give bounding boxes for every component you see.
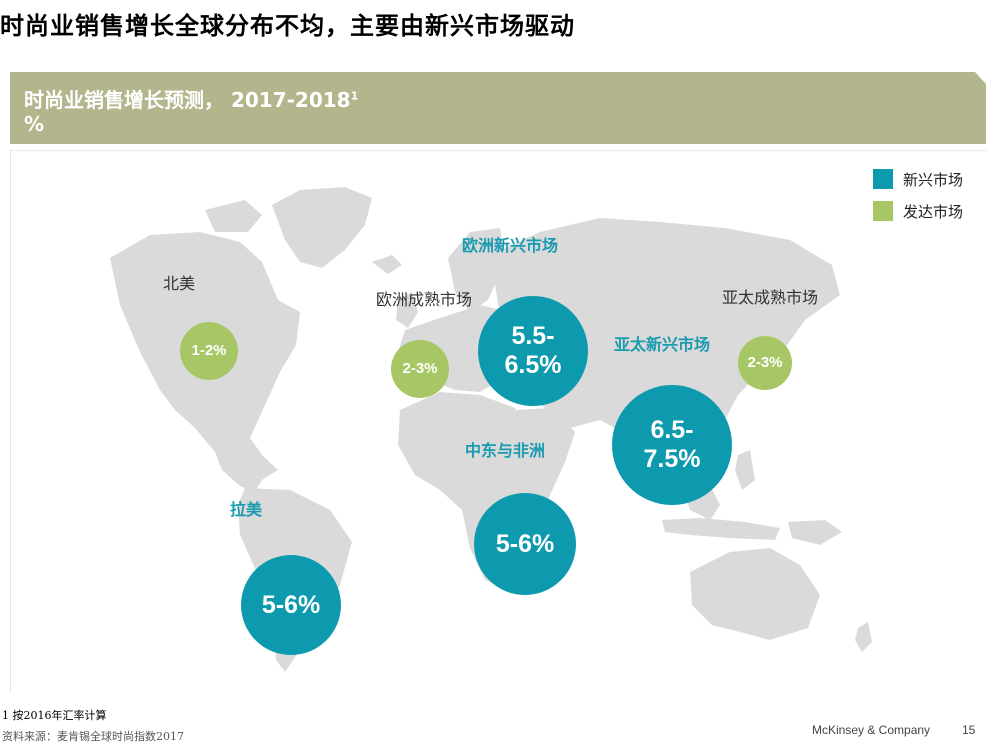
indonesia-shape [662, 518, 780, 540]
panel-header: 时尚业销售增长预测， 2017-20181 % [10, 72, 986, 144]
panel-unit: % [24, 112, 45, 136]
label-mea: 中东与非洲 [465, 441, 546, 460]
label-apac-mature: 亚太成熟市场 [722, 288, 819, 307]
arctic-islands-shape [205, 200, 262, 232]
bubble-apac-emerging-line2: 7.5% [643, 445, 701, 473]
bubble-mea: 5-6% [474, 493, 576, 595]
slide-title: 时尚业销售增长全球分布不均，主要由新兴市场驱动 [0, 11, 575, 40]
page-number: 15 [962, 723, 976, 737]
legend-item-developed: 发达市场 [873, 200, 963, 222]
iceland-shape [372, 255, 402, 274]
label-north-america: 北美 [163, 274, 196, 293]
scandinavia-shape [448, 228, 505, 312]
source-note: 资料来源：麦肯锡全球时尚指数2017 [2, 730, 184, 743]
legend-item-emerging: 新兴市场 [873, 168, 963, 190]
central-america-shape [215, 452, 262, 492]
bubble-europe-emerging: 5.5- 6.5% [478, 296, 588, 406]
bubble-north-america: 1-2% [180, 322, 238, 380]
bubble-europe-emerging-line1: 5.5- [511, 322, 555, 351]
bubble-apac-emerging-line1: 6.5- [650, 416, 694, 445]
australia-shape [690, 548, 820, 640]
new-zealand-shape [855, 622, 872, 652]
legend-swatch-developed [873, 201, 893, 221]
label-latam: 拉美 [230, 500, 263, 519]
philippines-shape [735, 450, 755, 490]
bubble-apac-emerging: 6.5- 7.5% [612, 385, 732, 505]
footnote: 1 按2016年汇率计算 [2, 709, 107, 722]
bubble-latam: 5-6% [241, 555, 341, 655]
map-panel [10, 150, 987, 693]
bubble-apac-mature: 2-3% [738, 336, 792, 390]
panel-title: 时尚业销售增长预测， 2017-20181 [24, 88, 359, 112]
uk-shape [396, 292, 418, 328]
legend-label-developed: 发达市场 [903, 202, 964, 221]
greenland-shape [272, 187, 372, 268]
bubble-europe-mature: 2-3% [391, 340, 449, 398]
label-europe-mature: 欧洲成熟市场 [376, 290, 473, 309]
legend-label-emerging: 新兴市场 [903, 170, 964, 189]
label-apac-emerging: 亚太新兴市场 [614, 335, 711, 354]
new-guinea-shape [788, 520, 842, 545]
footnote-marker: 1 [350, 89, 359, 103]
bubble-europe-emerging-line2: 6.5% [504, 351, 562, 379]
eurasia-shape [490, 218, 840, 470]
brand-name: McKinsey & Company [812, 723, 931, 737]
legend: 新兴市场 发达市场 [873, 168, 963, 232]
legend-swatch-emerging [873, 169, 893, 189]
label-europe-emerging: 欧洲新兴市场 [462, 236, 559, 255]
